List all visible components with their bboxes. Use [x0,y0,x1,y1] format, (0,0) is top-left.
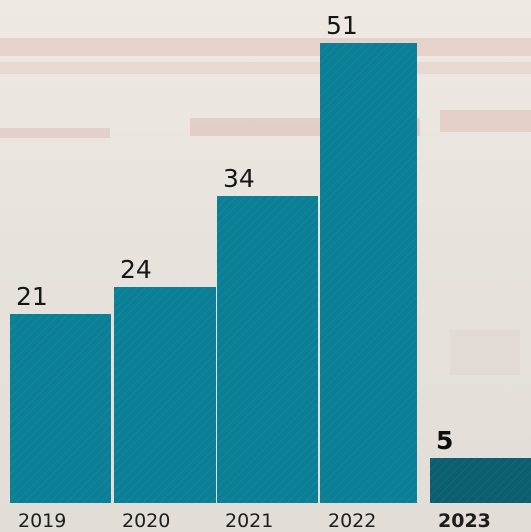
bars-group [10,43,531,503]
value-label-2019: 21 [16,282,48,311]
value-label-2023: 5 [436,426,453,455]
value-labels-group: 21 24 34 51 5 [16,11,453,455]
x-tick-label-2020: 2020 [122,510,170,532]
bar-texture-2020 [114,287,216,503]
bar-texture-2021 [217,196,318,503]
x-tick-label-2021: 2021 [225,510,273,532]
value-label-2021: 34 [223,164,255,193]
x-tick-label-2019: 2019 [18,510,66,532]
bar-texture-2023 [430,458,531,503]
value-label-2022: 51 [326,11,358,40]
x-tick-labels-group: 2019 2020 2021 2022 2023 [18,510,491,532]
bar-texture-2019 [10,314,111,503]
x-tick-label-2022: 2022 [328,510,376,532]
x-tick-label-2023: 2023 [438,510,491,532]
value-label-2020: 24 [120,255,152,284]
bar-texture-2022 [320,43,417,503]
